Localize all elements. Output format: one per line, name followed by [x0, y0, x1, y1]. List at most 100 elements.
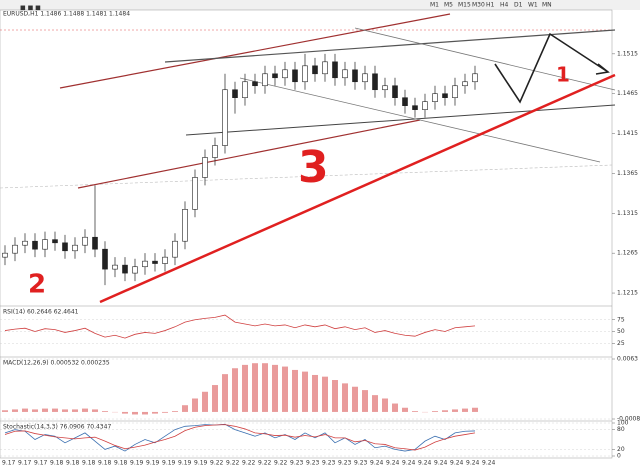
time-label: 9.24 [434, 460, 448, 467]
macd-bar [222, 374, 228, 412]
forecast-arrow [494, 32, 609, 104]
candle-body [22, 240, 28, 246]
annotation: 1 [556, 63, 570, 87]
candle-body [242, 81, 248, 99]
annotation: 3 [298, 142, 329, 193]
time-label: 9.24 [370, 460, 384, 467]
candle-body [202, 157, 208, 178]
time-label: 9.19 [194, 460, 208, 467]
time-label: 9.18 [82, 460, 96, 467]
macd-bar [102, 411, 108, 412]
macd-bar [282, 366, 288, 412]
y-tick-label: 0 [617, 453, 621, 460]
timeframe-button[interactable]: MN [542, 2, 552, 9]
candle-body [422, 101, 428, 110]
macd-bar [432, 411, 438, 412]
time-label: 9.24 [450, 460, 464, 467]
y-tick-label: 80 [617, 426, 625, 433]
panel-title: Stochastic(14,3,3) 76.0906 70.4347 [3, 424, 111, 431]
y-tick-label: 100 [617, 420, 629, 427]
candle-body [142, 260, 148, 268]
macd-bar [292, 369, 298, 412]
macd-bar [142, 411, 148, 415]
macd-bar [122, 411, 128, 414]
time-label: 9.24 [482, 460, 496, 467]
macd-bar [2, 410, 8, 412]
timeframe-button[interactable]: H4 [500, 2, 509, 9]
timeframe-button[interactable]: W1 [528, 2, 538, 9]
candle-body [222, 89, 228, 146]
y-tick-label: 1.1315 [617, 210, 638, 217]
candle-body [172, 240, 178, 258]
time-label: 9.22 [210, 460, 224, 467]
time-label: 9.23 [322, 460, 336, 467]
candle-body [192, 177, 198, 210]
main-trendline [99, 73, 616, 304]
timeframe-button[interactable]: H1 [486, 2, 495, 9]
time-label: 9.19 [146, 460, 160, 467]
time-label: 9.24 [402, 460, 416, 467]
time-label: 9.18 [114, 460, 128, 467]
candle-body [112, 264, 118, 270]
macd-bar [202, 391, 208, 412]
candle-body [102, 248, 108, 270]
macd-bar [302, 371, 308, 412]
candle-body [212, 145, 218, 158]
panel-title: RSI(14) 60.2646 62.4641 [3, 309, 79, 316]
timeframe-button[interactable]: M15 [458, 2, 471, 9]
timeframe-button[interactable]: M30 [472, 2, 485, 9]
candle-body [282, 69, 288, 79]
trendline [164, 29, 616, 63]
candle-body [332, 61, 338, 79]
macd-bar [382, 398, 388, 412]
macd-bar [152, 411, 158, 414]
candle-body [392, 85, 398, 99]
y-tick-label: -0.00084 [617, 416, 640, 423]
macd-bar [132, 411, 138, 415]
time-label: 9.23 [354, 460, 368, 467]
time-label: 9.24 [386, 460, 400, 467]
macd-bar [162, 411, 168, 413]
timeframe-button[interactable]: D1 [514, 2, 523, 9]
macd-bar [472, 407, 478, 412]
panel-title: MACD(12,26,9) 0.000532 0.000235 [3, 360, 110, 367]
candle-body [432, 93, 438, 102]
timeframe-button[interactable]: M5 [444, 2, 453, 9]
macd-bar [312, 374, 318, 412]
y-tick-label: 1.1515 [617, 50, 638, 57]
y-tick-label: 0.0063 [617, 356, 638, 363]
toolbar [0, 0, 640, 10]
candle-body [252, 81, 258, 87]
macd-bar [22, 408, 28, 412]
candle-body [72, 244, 78, 252]
macd-bar [372, 395, 378, 412]
time-label: 9.22 [274, 460, 288, 467]
candle-body [462, 81, 468, 87]
timeframe-button[interactable]: M1 [430, 2, 439, 9]
drawn-trendlines [59, 13, 616, 304]
macd-bar [402, 407, 408, 412]
y-tick-label: 25 [617, 340, 625, 347]
macd-bar [212, 385, 218, 412]
time-label: 9.19 [162, 460, 176, 467]
y-tick-label: 1.1265 [617, 250, 638, 257]
toolbar-label: ■ ■ ■ [20, 5, 41, 12]
time-label: 9.19 [178, 460, 192, 467]
time-label: 9.22 [258, 460, 272, 467]
time-label: 9.18 [66, 460, 80, 467]
macd-bar [352, 386, 358, 412]
macd-bar [52, 408, 58, 412]
macd-bar [12, 409, 18, 412]
candle-body [162, 256, 168, 264]
macd-bar [412, 411, 418, 412]
candle-body [52, 239, 58, 244]
macd-bar [272, 364, 278, 412]
macd-bar [242, 364, 248, 412]
candle-body [262, 73, 268, 87]
y-tick-label: 1.1215 [617, 290, 638, 297]
candle-body [442, 93, 448, 99]
candle-body [342, 69, 348, 79]
y-tick-label: 1.1365 [617, 170, 638, 177]
trendline [239, 77, 601, 163]
candle-body [82, 236, 88, 246]
